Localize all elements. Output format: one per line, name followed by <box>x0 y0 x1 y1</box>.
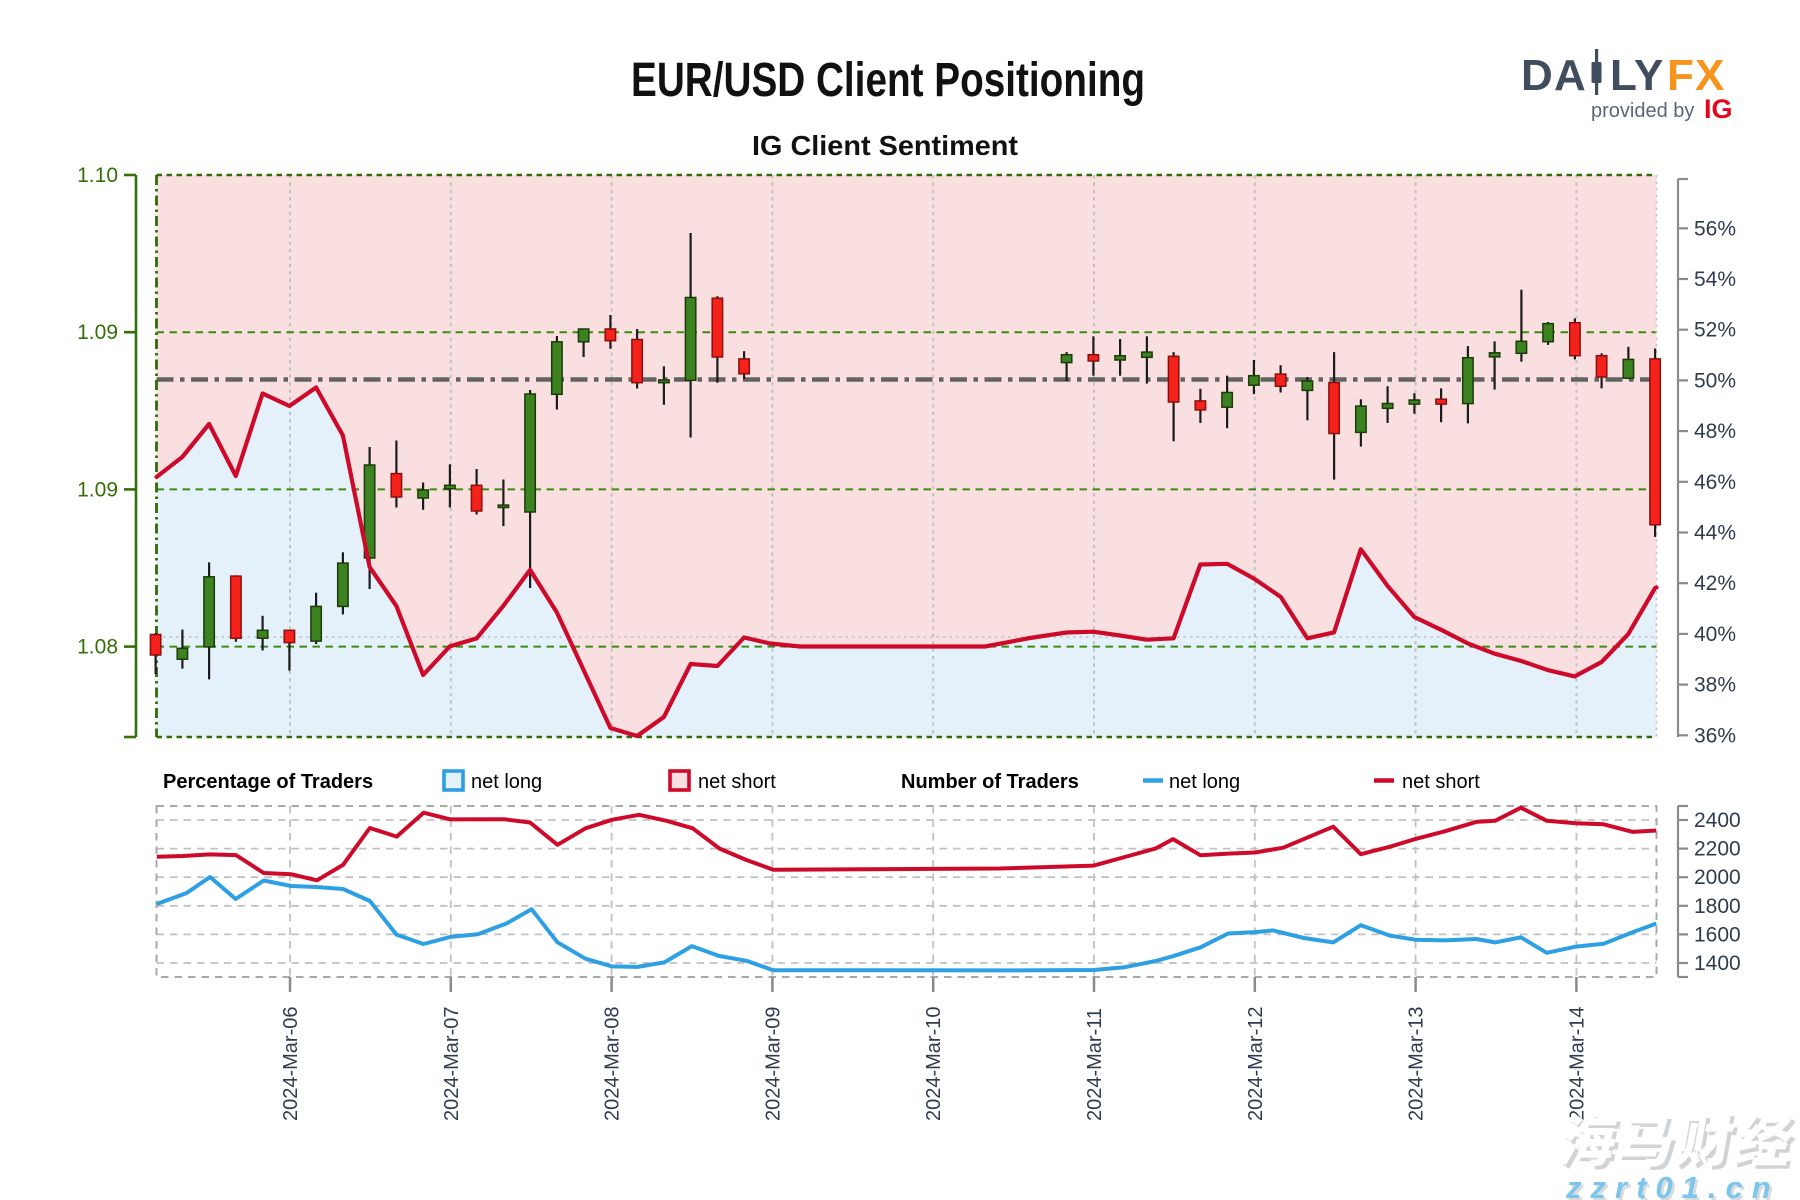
svg-text:2024-Mar-13: 2024-Mar-13 <box>1406 1006 1428 1121</box>
svg-text:2000: 2000 <box>1694 866 1741 889</box>
svg-text:1600: 1600 <box>1694 923 1741 946</box>
svg-text:A: A <box>1554 51 1586 100</box>
svg-text:IG Client Sentiment: IG Client Sentiment <box>752 130 1018 161</box>
svg-text:46%: 46% <box>1694 471 1736 494</box>
svg-text:2200: 2200 <box>1694 838 1741 861</box>
svg-text:2024-Mar-12: 2024-Mar-12 <box>1245 1006 1267 1121</box>
svg-text:X: X <box>1695 51 1724 100</box>
svg-text:net long: net long <box>471 771 542 793</box>
svg-text:IG: IG <box>1704 94 1733 124</box>
svg-text:36%: 36% <box>1694 724 1736 747</box>
svg-text:2024-Mar-08: 2024-Mar-08 <box>602 1006 624 1121</box>
svg-text:42%: 42% <box>1694 572 1736 595</box>
svg-text:net short: net short <box>698 771 776 793</box>
svg-text:2024-Mar-11: 2024-Mar-11 <box>1084 1008 1106 1121</box>
svg-text:52%: 52% <box>1694 319 1736 342</box>
svg-text:EUR/USD Client Positioning: EUR/USD Client Positioning <box>631 54 1145 107</box>
svg-text:F: F <box>1667 51 1694 100</box>
svg-text:Y: Y <box>1634 51 1663 100</box>
svg-text:50%: 50% <box>1694 369 1736 392</box>
svg-text:2024-Mar-14: 2024-Mar-14 <box>1566 1006 1588 1121</box>
svg-text:38%: 38% <box>1694 674 1736 697</box>
svg-text:48%: 48% <box>1694 420 1736 443</box>
svg-text:provided by: provided by <box>1591 100 1694 122</box>
svg-text:net short: net short <box>1402 771 1480 793</box>
svg-text:2024-Mar-07: 2024-Mar-07 <box>441 1006 463 1121</box>
svg-text:40%: 40% <box>1694 623 1736 646</box>
svg-text:L: L <box>1610 51 1637 100</box>
svg-text:1.09: 1.09 <box>77 478 118 501</box>
svg-text:1800: 1800 <box>1694 895 1741 918</box>
svg-text:2024-Mar-09: 2024-Mar-09 <box>762 1006 784 1121</box>
svg-text:2400: 2400 <box>1694 809 1741 832</box>
svg-text:net long: net long <box>1169 771 1240 793</box>
svg-text:1.08: 1.08 <box>77 636 118 659</box>
svg-text:56%: 56% <box>1694 217 1736 240</box>
svg-text:Number of Traders: Number of Traders <box>901 771 1079 793</box>
svg-text:1400: 1400 <box>1694 952 1741 975</box>
svg-text:1.10: 1.10 <box>77 164 118 187</box>
svg-text:Percentage of Traders: Percentage of Traders <box>163 771 373 793</box>
svg-text:zzrt01.cn: zzrt01.cn <box>1568 1173 1783 1200</box>
svg-text:2024-Mar-10: 2024-Mar-10 <box>923 1006 945 1121</box>
svg-text:D: D <box>1521 51 1553 100</box>
svg-text:2024-Mar-06: 2024-Mar-06 <box>280 1006 302 1121</box>
svg-text:1.09: 1.09 <box>77 321 118 344</box>
svg-text:zzrt01.cn: zzrt01.cn <box>1565 1170 1780 1200</box>
svg-text:54%: 54% <box>1694 268 1736 291</box>
svg-text:44%: 44% <box>1694 522 1736 545</box>
